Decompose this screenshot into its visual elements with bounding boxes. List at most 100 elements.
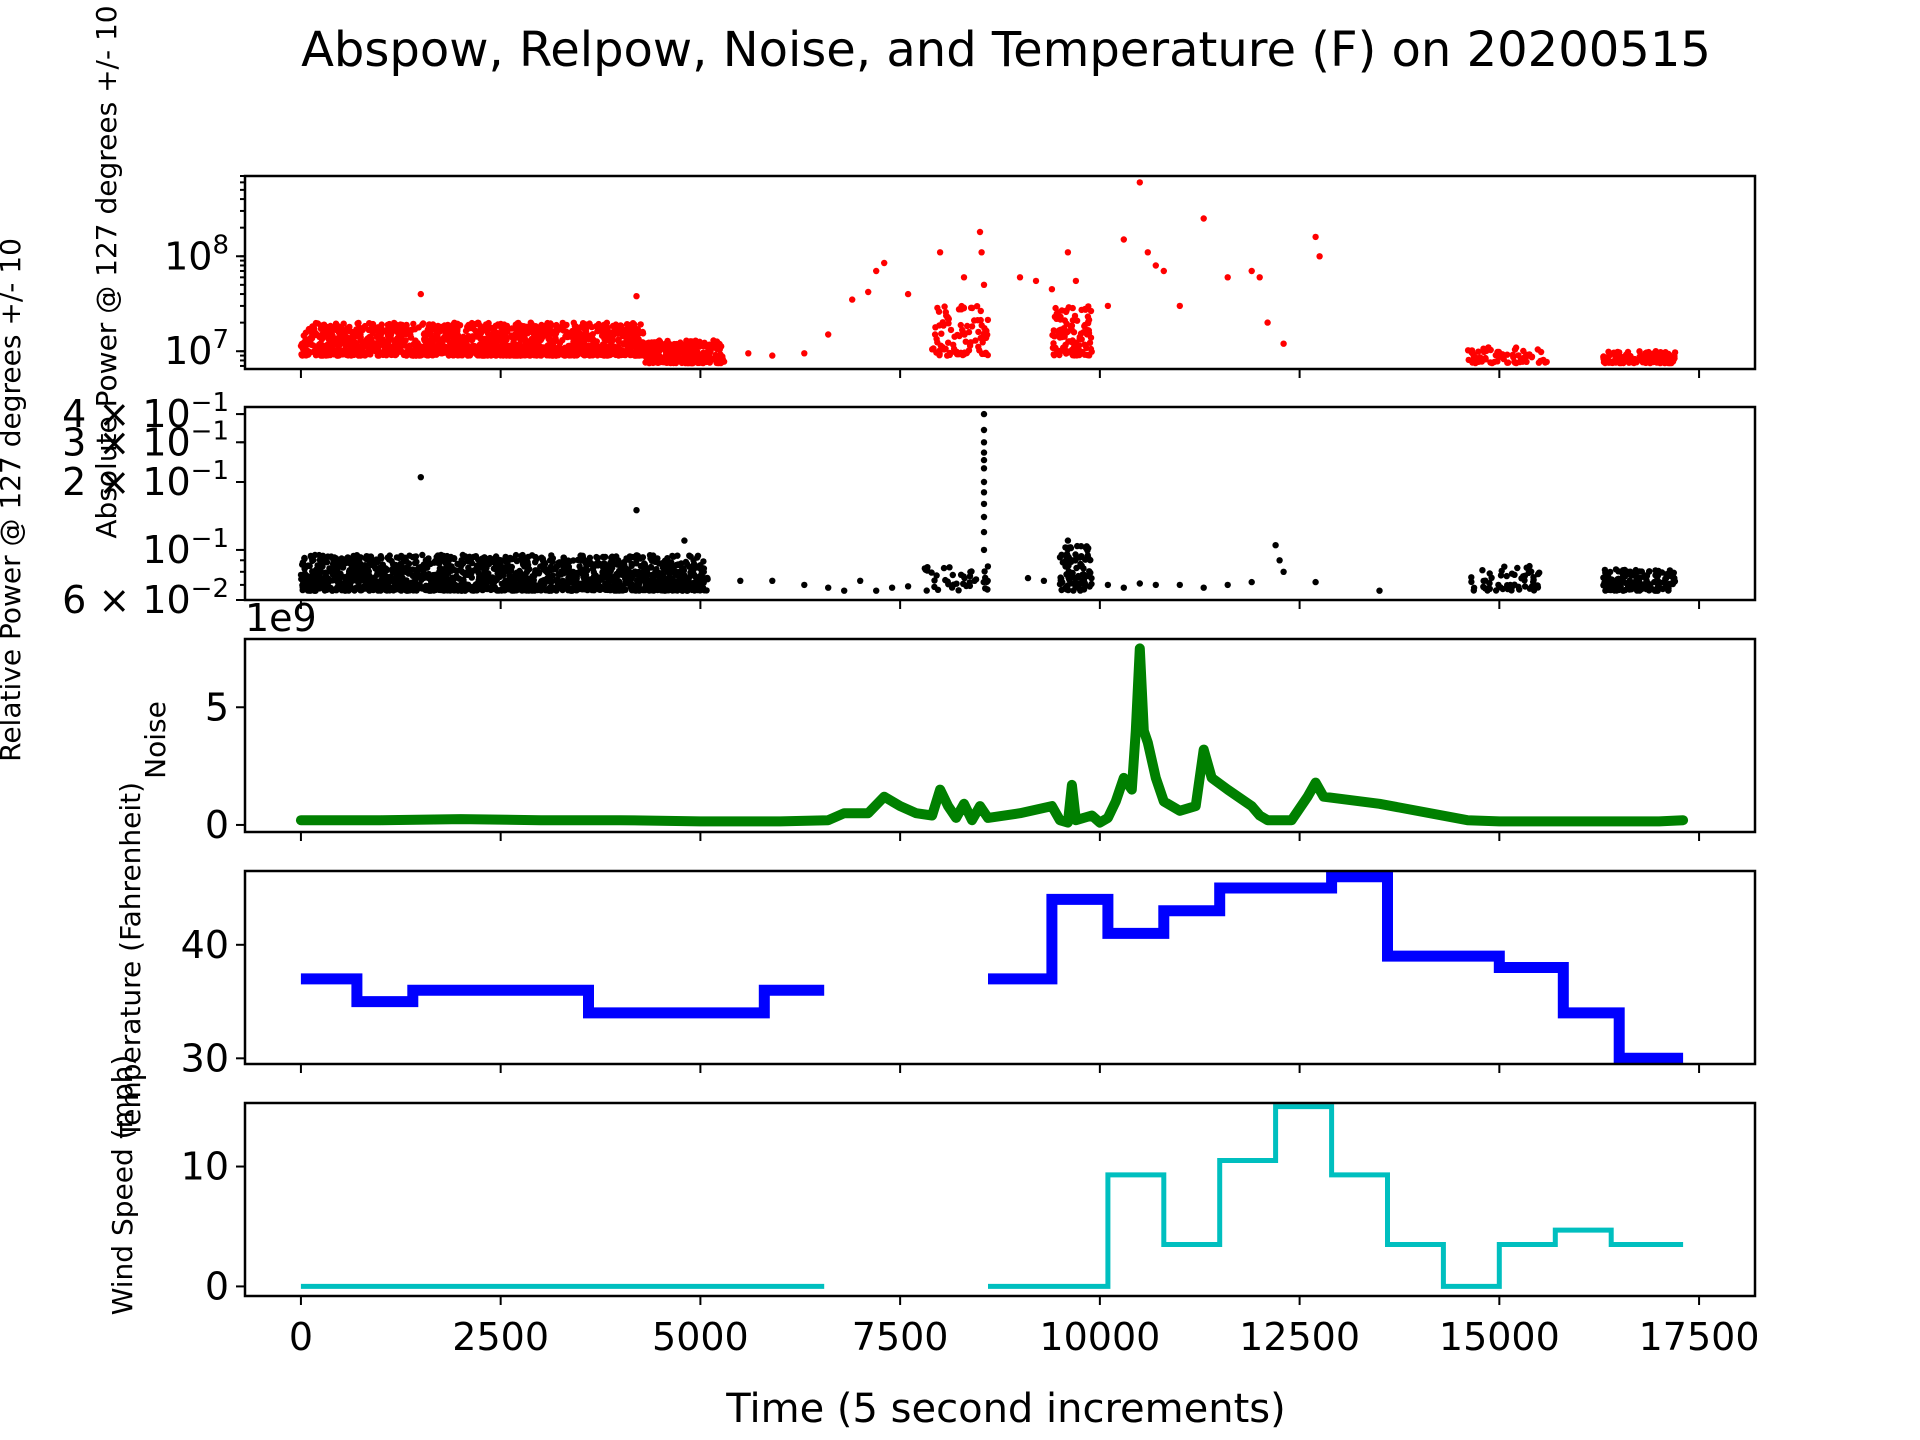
abspow-data-point [626, 351, 634, 358]
x-tick-label: 15000 [1439, 1315, 1560, 1359]
relpow-data-point [335, 557, 342, 565]
relpow-data-point [1526, 562, 1533, 570]
abspow-data-point [946, 349, 953, 357]
abspow-y-tick-label: 107 [164, 325, 229, 373]
abspow-data-point [1264, 319, 1271, 326]
abspow-data-point [462, 342, 469, 349]
abspow-data-point [354, 320, 361, 327]
abspow-data-point [1056, 334, 1064, 341]
relpow-data-point [553, 563, 560, 570]
relpow-data-point [1312, 578, 1319, 586]
abspow-data-point [683, 337, 690, 344]
relpow-data-point [560, 570, 567, 577]
abspow-data-point [310, 324, 317, 331]
relpow-data-point [590, 577, 597, 584]
relpow-y-axis-label: Relative Power @ 127 degrees +/- 10 [0, 238, 27, 762]
relpow-data-point [1486, 580, 1493, 587]
abspow-data-point [1160, 267, 1168, 275]
abspow-data-point [377, 331, 384, 338]
abspow-data-point [936, 352, 943, 359]
noise-y-tick-label: 5 [205, 685, 229, 729]
relpow-point-cluster [297, 551, 711, 594]
relpow-point-cluster [921, 563, 992, 594]
relpow-data-point [1623, 580, 1630, 587]
relpow-data-point [1495, 581, 1502, 589]
abspow-data-point [1057, 316, 1064, 323]
abspow-data-point [547, 320, 554, 327]
abspow-data-point [1499, 351, 1506, 358]
abspow-data-point [1650, 350, 1657, 357]
abspow-data-point [938, 330, 945, 337]
chart-panels: 107 108 6 × 10−210−1 2 × 10−13 × 10−14 × 10… [0, 5, 1760, 1359]
relpow-data-point [443, 554, 451, 562]
relpow-data-point [658, 560, 665, 567]
relpow-data-point [639, 554, 647, 561]
relpow-data-point [348, 570, 355, 578]
relpow-data-point [600, 564, 607, 572]
relpow-data-point [607, 584, 615, 592]
abspow-data-point [454, 320, 461, 327]
abspow-data-point [1316, 253, 1323, 260]
relpow-data-point [1063, 586, 1070, 593]
abspow-data-point [1078, 336, 1085, 343]
abspow-data-point [1082, 306, 1089, 313]
relpow-data-point [1063, 561, 1071, 569]
wind-y-tick-label: 0 [205, 1264, 229, 1308]
relpow-data-point [608, 554, 615, 561]
abspow-data-point [417, 290, 424, 298]
relpow-data-point [1621, 573, 1629, 580]
relpow-data-point [512, 587, 520, 594]
abspow-data-point [482, 338, 489, 345]
relpow-data-point [519, 582, 527, 589]
abspow-data-point [1071, 352, 1078, 359]
abspow-data-point [1048, 286, 1056, 293]
abspow-data-point [701, 355, 708, 363]
abspow-y-tick-label: 108 [164, 230, 229, 278]
relpow-data-point [1059, 579, 1066, 586]
abspow-data-point [690, 347, 697, 355]
temperature-axes-frame [243, 869, 1757, 1066]
abspow-data-point [663, 340, 670, 347]
relpow-data-point [649, 572, 656, 580]
relpow-data-point [663, 560, 671, 567]
abspow-data-point [945, 339, 952, 346]
abspow-data-point [384, 325, 392, 333]
relpow-data-point [633, 552, 641, 559]
abspow-data-point [695, 341, 702, 349]
relpow-data-point [1470, 587, 1478, 594]
abspow-data-point [466, 346, 473, 354]
abspow-data-point [476, 341, 483, 348]
relpow-data-point [1075, 574, 1083, 581]
abspow-data-point [1668, 359, 1675, 367]
abspow-data-point [1062, 341, 1069, 348]
relpow-data-point [1613, 578, 1621, 585]
relpow-data-point [415, 566, 422, 573]
relpow-data-point [1068, 580, 1076, 587]
abspow-data-point [412, 337, 419, 344]
abspow-data-point [580, 335, 587, 342]
abspow-point-cluster [1049, 303, 1095, 359]
relpow-data-point [924, 567, 931, 574]
relpow-data-point [621, 562, 628, 569]
relpow-data-point [1136, 580, 1144, 587]
relpow-data-point [378, 578, 385, 585]
abspow-data-point [942, 345, 949, 352]
abspow-data-point [394, 335, 401, 342]
temperature-step-line [300, 973, 825, 1019]
relpow-data-point [495, 563, 503, 570]
abspow-data-point [585, 343, 593, 350]
relpow-data-point [317, 564, 324, 571]
abspow-data-point [947, 326, 955, 334]
abspow-data-point [1085, 327, 1093, 334]
relpow-data-point [398, 568, 405, 575]
relpow-data-point [1647, 581, 1654, 588]
relpow-data-point [1670, 579, 1678, 586]
relpow-data-point [1654, 572, 1662, 579]
abspow-data-point [1475, 348, 1482, 355]
abspow-data-point [983, 327, 990, 335]
abspow-data-point [1658, 354, 1665, 361]
relpow-data-point [644, 565, 651, 572]
relpow-data-point [984, 563, 992, 570]
abspow-data-point [378, 321, 385, 328]
abspow-data-point [975, 328, 982, 336]
